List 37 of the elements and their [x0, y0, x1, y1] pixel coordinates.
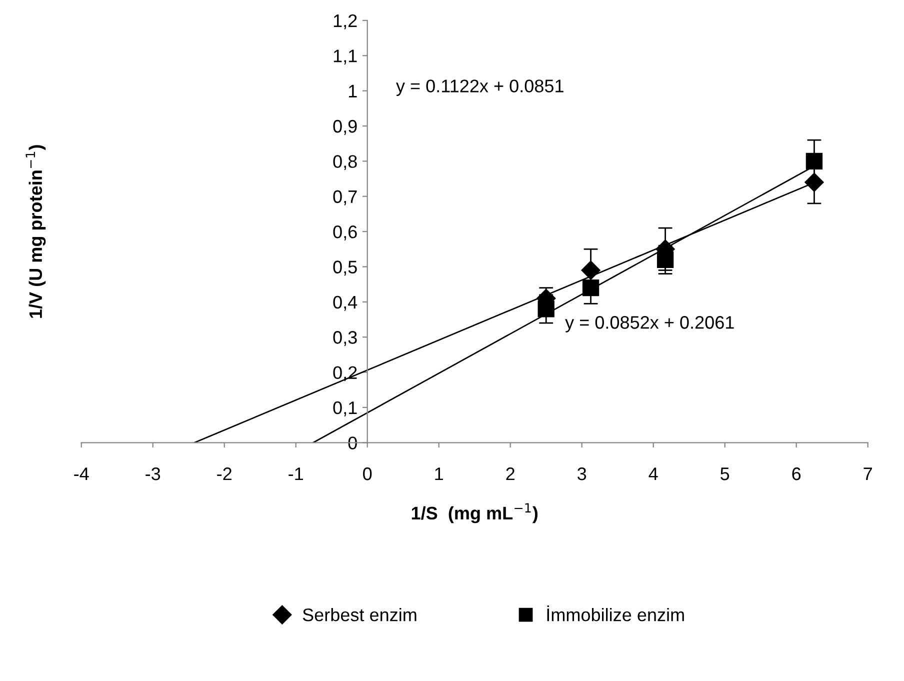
y-tick-label: 0,3 [333, 331, 357, 346]
y-tick-label: 0,7 [333, 190, 357, 206]
y-tick-label: 0 [348, 436, 357, 450]
y-tick-label: 1,2 [334, 14, 357, 30]
annotation: y = 0.1122x + 0.0851 [396, 80, 564, 96]
x-tick-label: 5 [720, 468, 730, 480]
point [804, 172, 824, 192]
x-axis-title: 1/S (mg mL$^{−1}$) [412, 503, 538, 524]
point [581, 260, 600, 280]
y-tick-label: 0,5 [333, 260, 357, 276]
y-tick-label: 0,4 [333, 296, 358, 311]
x-tick-label: -4 [74, 468, 89, 480]
legend-label: Serbest enzim [302, 608, 416, 622]
legend-label: İmmobilize enzim [547, 605, 684, 622]
y-tick-label: 0,1 [333, 401, 357, 416]
y-tick-label: 1,1 [334, 50, 357, 64]
point [582, 280, 600, 296]
y-tick-label: 1 [348, 84, 357, 98]
point [656, 251, 674, 268]
x-tick-label: 1 [435, 468, 443, 480]
annotation: y = 0.0852x + 0.2061 [565, 316, 734, 332]
x-tick-label: 3 [578, 467, 586, 480]
x-tick-label: 7 [864, 468, 872, 480]
x-tick-label: -2 [217, 467, 232, 480]
y-tick-label: 0,8 [333, 155, 357, 170]
x-tick-label: -1 [288, 468, 303, 480]
point [538, 300, 554, 318]
x-tick-label: 6 [792, 467, 801, 480]
point [806, 152, 823, 170]
x-tick-label: 4 [648, 468, 658, 480]
y-tick-label: 0,9 [333, 120, 357, 135]
x-tick-label: -3 [146, 467, 160, 480]
y-tick-label: 0,2 [333, 366, 357, 382]
x-tick-label: 0 [363, 467, 372, 480]
x-tick-label: 2 [506, 467, 514, 480]
y-axis-title: 1/V (U mg protein$^{−1}$) [26, 145, 46, 318]
y-tick-label: 0,6 [333, 225, 357, 240]
